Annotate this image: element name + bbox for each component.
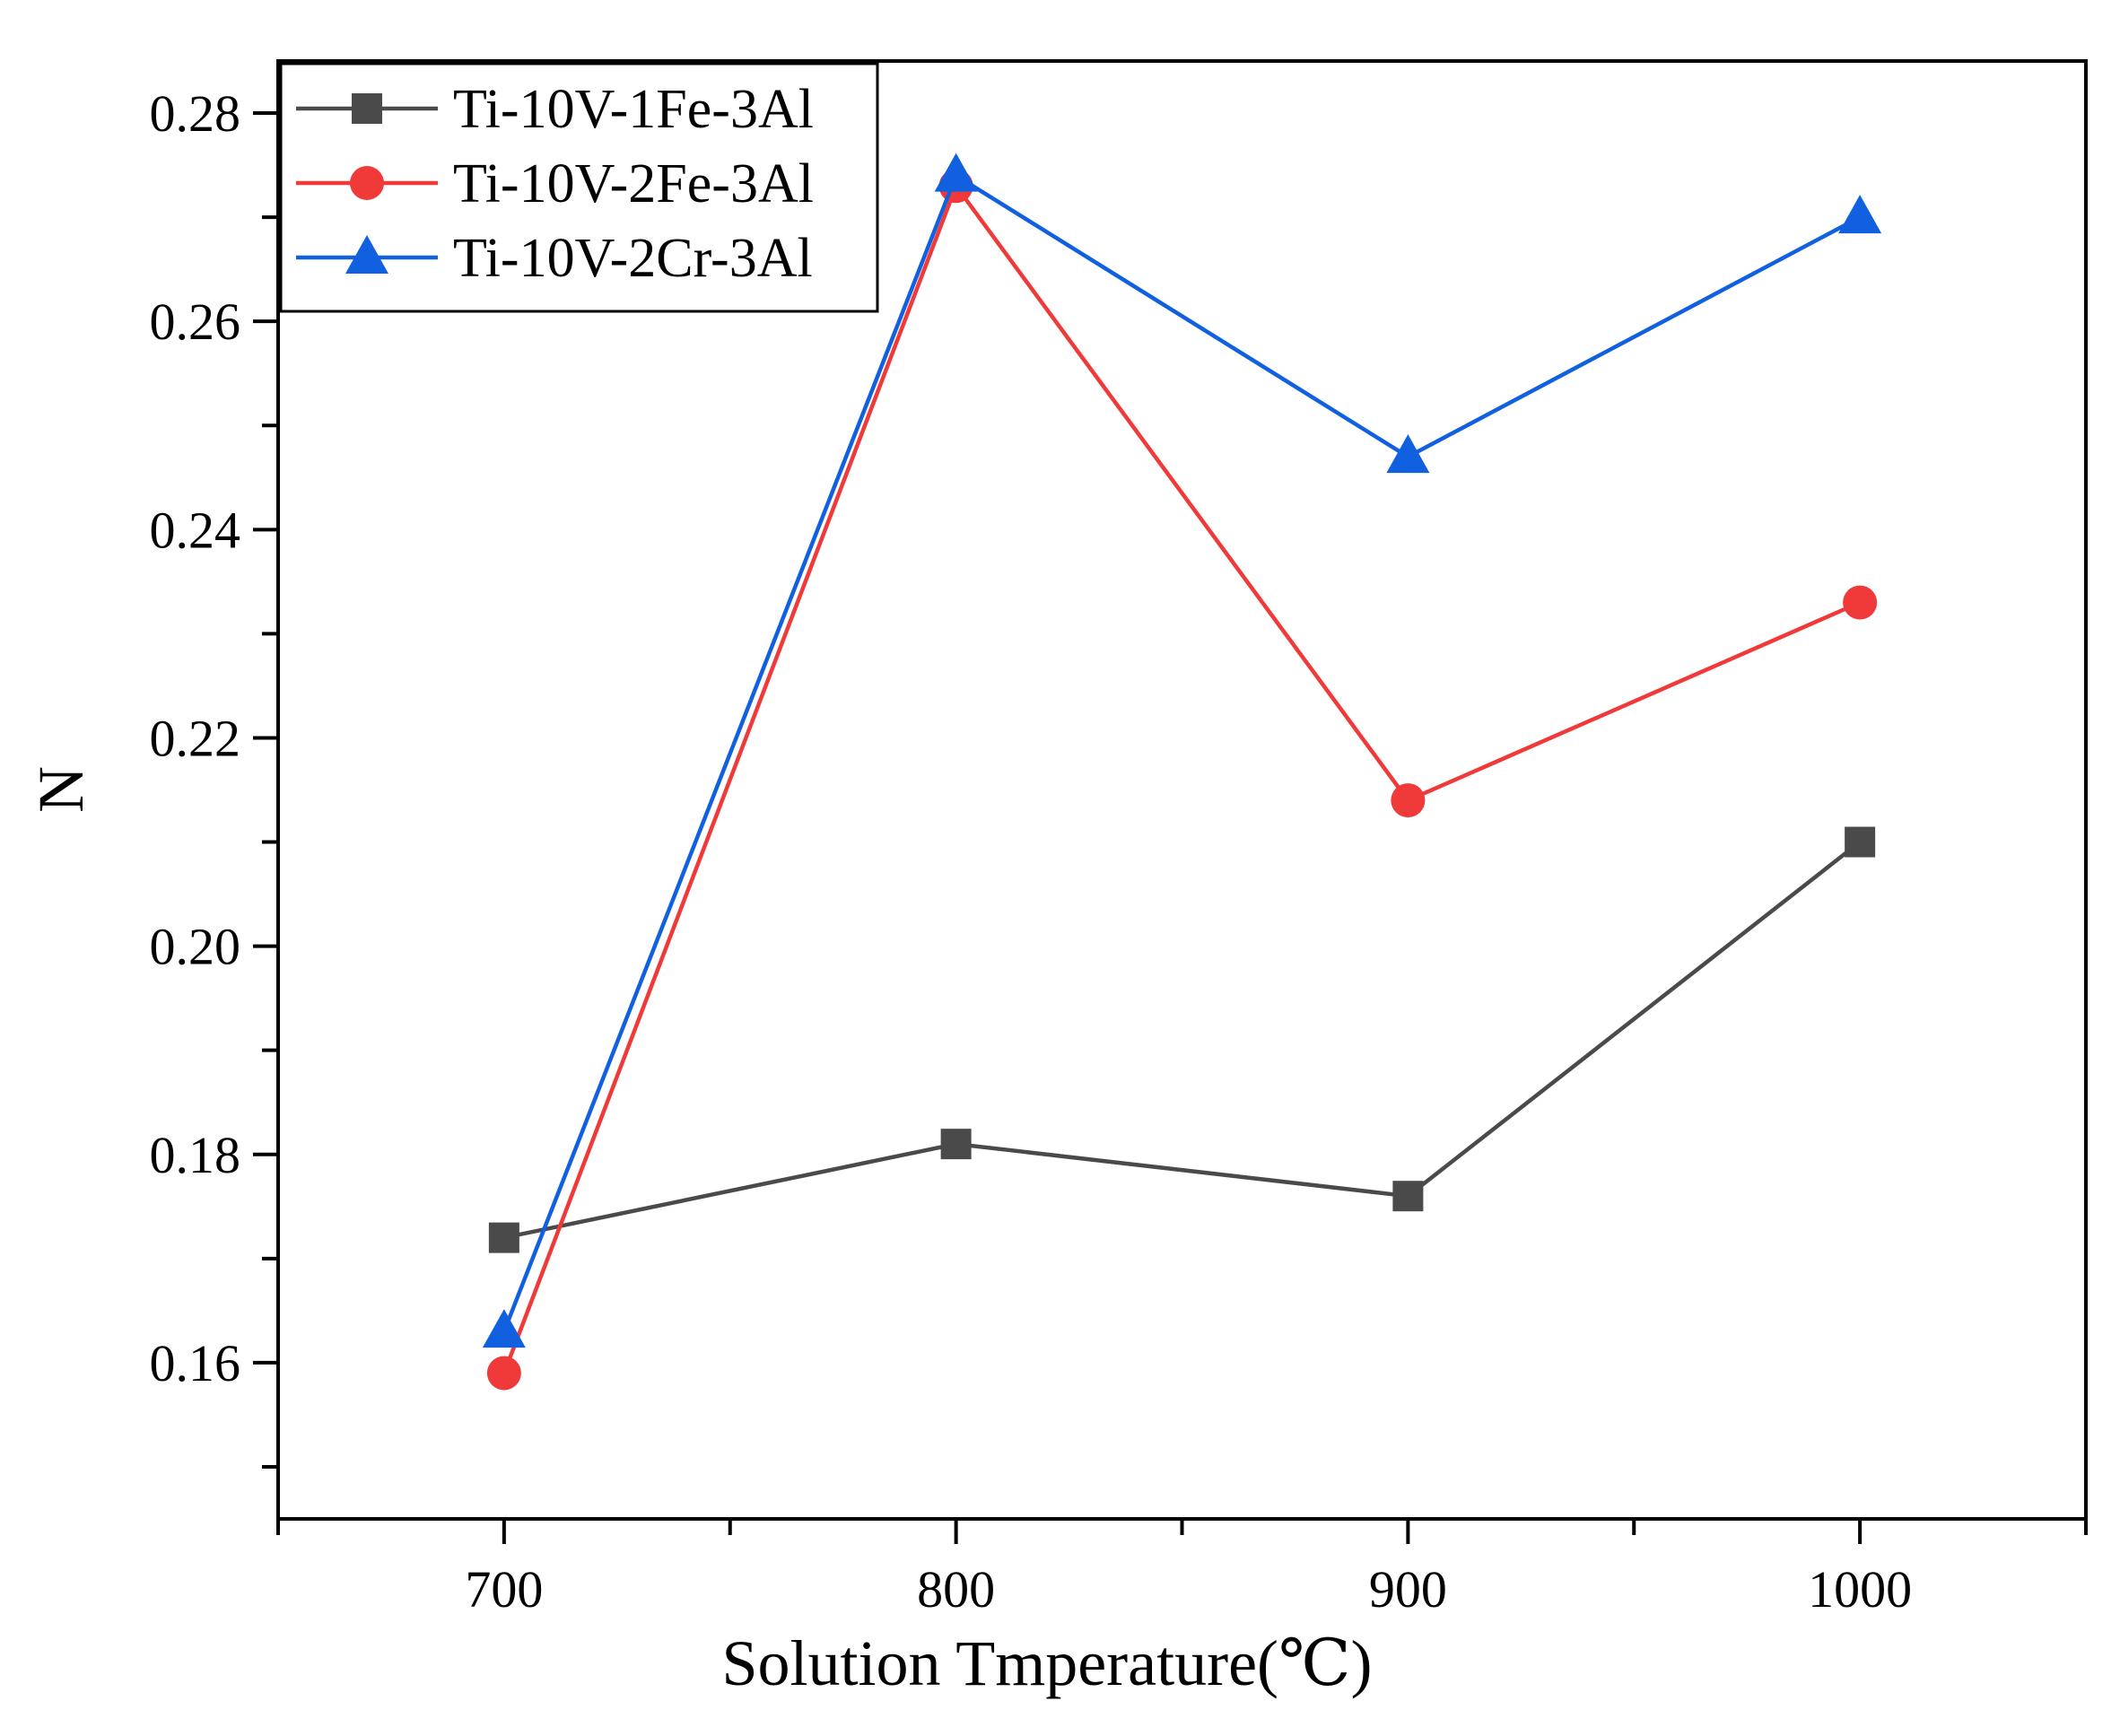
series-3	[482, 153, 1882, 1348]
legend-label: Ti-10V-1Fe-3Al	[453, 79, 814, 140]
legend-label: Ti-10V-2Fe-3Al	[453, 153, 814, 214]
series-line	[503, 840, 1862, 1240]
x-tick-label: 900	[1369, 1560, 1447, 1618]
legend-items: Ti-10V-1Fe-3Al Ti-10V-2Fe-3Al Ti-10V-2Cr-3…	[296, 79, 814, 289]
y-tick-label: 0.16	[150, 1334, 241, 1392]
data-point	[1845, 826, 1876, 858]
tick-labels: 700 800 900 1000 0.16 0.18 0.20 0.22 0.24 0.26 0.2…	[150, 84, 1913, 1618]
y-tick-label: 0.20	[150, 918, 241, 976]
y-tick-label: 0.28	[150, 84, 241, 143]
y-tick-label: 0.24	[150, 501, 241, 559]
legend-marker	[345, 235, 388, 274]
data-point	[934, 153, 978, 192]
y-tick-label: 0.22	[150, 709, 241, 767]
y-tick-label: 0.26	[150, 292, 241, 351]
legend-marker	[352, 93, 382, 124]
axis-ticks	[253, 111, 2088, 1544]
series-2	[486, 169, 1878, 1391]
x-axis-title: Solution Tmperature(℃)	[721, 1627, 1372, 1699]
series-layer	[482, 153, 1882, 1391]
series-line	[502, 181, 1862, 1374]
data-point	[486, 1356, 521, 1391]
data-point	[488, 1222, 519, 1253]
data-point	[482, 1309, 526, 1348]
x-tick-label: 800	[917, 1560, 995, 1618]
legend-item: Ti-10V-2Cr-3Al	[296, 228, 813, 289]
legend: Ti-10V-1Fe-3Al Ti-10V-2Fe-3Al Ti-10V-2Cr-3…	[279, 62, 879, 313]
x-tick-label: 700	[465, 1560, 543, 1618]
x-tick-label: 1000	[1808, 1560, 1912, 1618]
series-line	[502, 172, 1862, 1332]
data-point	[940, 1129, 972, 1160]
legend-marker	[350, 166, 384, 200]
data-point	[1386, 434, 1430, 474]
series-1	[488, 826, 1876, 1253]
data-point	[1391, 783, 1426, 818]
y-axis-title: N	[25, 766, 97, 813]
y-tick-label: 0.18	[150, 1126, 241, 1184]
data-point	[1392, 1181, 1424, 1212]
legend-item: Ti-10V-2Fe-3Al	[296, 153, 814, 214]
data-point	[1838, 195, 1882, 234]
legend-label: Ti-10V-2Cr-3Al	[453, 228, 813, 289]
data-point	[1843, 585, 1878, 620]
legend-item: Ti-10V-1Fe-3Al	[296, 79, 814, 140]
